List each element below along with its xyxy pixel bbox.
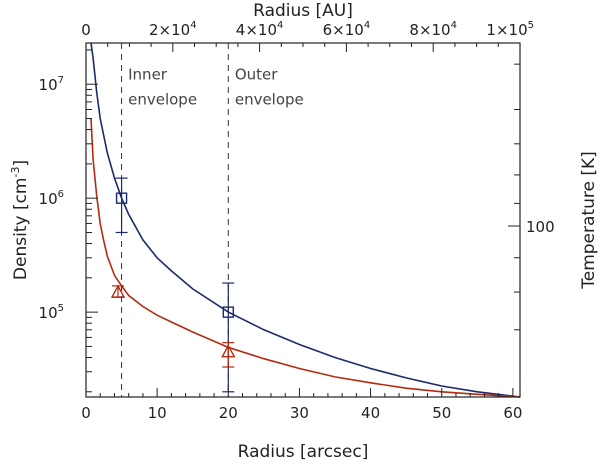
x2-tick-label-3-exp: 4 (364, 20, 370, 31)
x-tick-label-3: 30 (290, 404, 309, 422)
series-line-temperature (90, 118, 521, 398)
series-line-density (90, 42, 521, 398)
x2-tick-label-1: 2×104 (149, 20, 197, 39)
y-axis-title: Density [cm-3] (9, 160, 31, 280)
x2-tick-label-2-base: 4×10 (236, 21, 277, 39)
y-tick-label-2-exp: 7 (58, 75, 64, 86)
y-tick-label-2: 107 (39, 75, 64, 94)
x2-tick-label-4-base: 8×10 (409, 21, 450, 39)
y-tick-label-2-base: 10 (39, 76, 58, 94)
y-tick-label-1-base: 10 (39, 190, 58, 208)
annotations-layer: Inner envelope Outer envelope (128, 65, 304, 108)
x2-axis-title: Radius [AU] (253, 1, 353, 21)
region-label-2: Outer envelope (235, 65, 304, 108)
x-tick-label-0: 0 (81, 404, 91, 422)
x2-tick-label-0: 0 (81, 21, 91, 39)
temperature-point-1-marker (110, 284, 126, 298)
y-axis-title-exp: -3 (9, 167, 22, 178)
y-tick-label-0-base: 10 (39, 304, 58, 322)
y-tick-label-1: 106 (39, 189, 64, 208)
y-axis-title-close: ] (11, 160, 31, 167)
x-tick-label-6: 60 (503, 404, 522, 422)
region-label-1-line-1: Inner (128, 65, 168, 83)
x2-tick-label-3: 6×104 (323, 20, 371, 39)
x2-tick-label-5: 1×105 (486, 20, 534, 39)
density-point-1-marker (115, 192, 128, 204)
region-label-1-line-2: envelope (128, 90, 197, 108)
x-tick-label-1: 10 (148, 404, 167, 422)
x-tick-label-5: 50 (432, 404, 451, 422)
y-axis-title-main: Density [cm (11, 178, 31, 281)
plot-frame (85, 42, 521, 398)
y-tick-label-0-exp: 5 (58, 303, 64, 314)
x2-tick-label-1-base: 2×10 (149, 21, 190, 39)
x2-tick-label-4: 8×104 (409, 20, 457, 39)
x-tick-label-4: 40 (361, 404, 380, 422)
region-label-2-line-1: Outer (235, 65, 278, 83)
x2-tick-label-1-exp: 4 (190, 20, 196, 31)
x-tick-label-2: 20 (219, 404, 238, 422)
x2-tick-label-2: 4×104 (236, 20, 284, 39)
curves-layer (90, 42, 521, 398)
y-tick-label-1-exp: 6 (58, 189, 64, 200)
x2-tick-label-3-base: 6×10 (323, 21, 364, 39)
region-label-1: Inner envelope (128, 65, 197, 108)
y2-axis-title: Temperature [K] (579, 151, 599, 290)
x2-tick-label-2-exp: 4 (277, 20, 283, 31)
markers-layer (110, 177, 236, 393)
x2-tick-label-5-exp: 5 (528, 20, 534, 31)
x2-tick-label-4-exp: 4 (451, 20, 457, 31)
x2-tick-label-0-base: 0 (81, 21, 91, 39)
density-point-2-marker (222, 306, 234, 318)
y-tick-label-0: 105 (39, 303, 64, 322)
x-axis-title: Radius [arcsec] (238, 442, 369, 462)
temperature-point-2-marker (221, 344, 236, 358)
x2-tick-label-5-base: 1×10 (486, 21, 527, 39)
ticks-layer: 0 10 20 30 40 50 600 2×104 4×104 6×104 8×104 1×1051… (39, 20, 555, 422)
region-label-2-line-2: envelope (235, 90, 304, 108)
y2-tick-label-0: 100 (526, 218, 555, 236)
